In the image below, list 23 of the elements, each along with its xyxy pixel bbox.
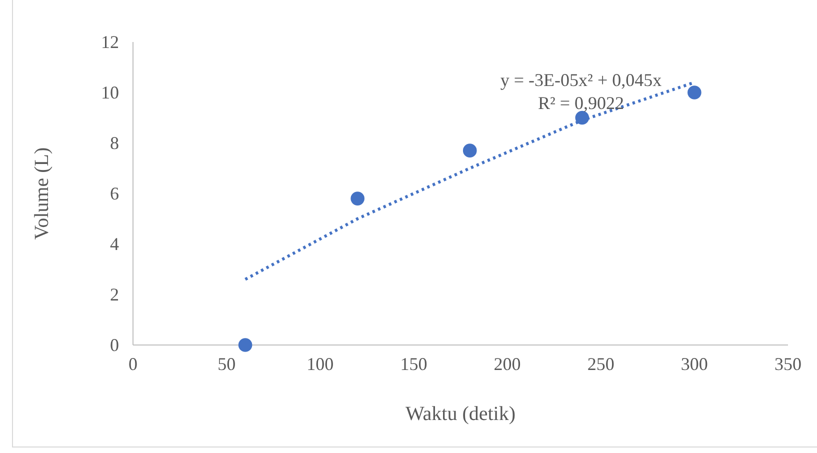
annotation: y = -3E-05x² + 0,045x — [500, 70, 662, 90]
point — [350, 192, 364, 206]
x-tick-label: 150 — [400, 354, 428, 374]
x-tick-label: 100 — [306, 354, 334, 374]
y-tick-label: 2 — [110, 284, 119, 304]
x-tick-label: 0 — [128, 354, 138, 374]
point — [462, 144, 477, 158]
point — [238, 338, 252, 352]
y-tick-label: 10 — [101, 82, 119, 102]
x-axis-title: Waktu (detik) — [405, 403, 516, 425]
x-tick-label: 350 — [774, 354, 802, 374]
y-tick-label: 6 — [110, 183, 119, 204]
annotation: R² = 0,9022 — [538, 93, 624, 113]
y-tick-label: 0 — [110, 334, 119, 355]
y-axis-title: Volume (L) — [31, 147, 53, 240]
x-tick-label: 50 — [218, 354, 236, 374]
x-tick-label: 250 — [587, 354, 614, 374]
x-tick-label: 200 — [494, 354, 521, 374]
x-tick-label: 300 — [680, 354, 708, 374]
y-tick-label: 8 — [110, 132, 119, 153]
point — [688, 86, 702, 100]
y-tick-label: 12 — [101, 32, 119, 52]
y-tick-label: 4 — [110, 234, 119, 254]
